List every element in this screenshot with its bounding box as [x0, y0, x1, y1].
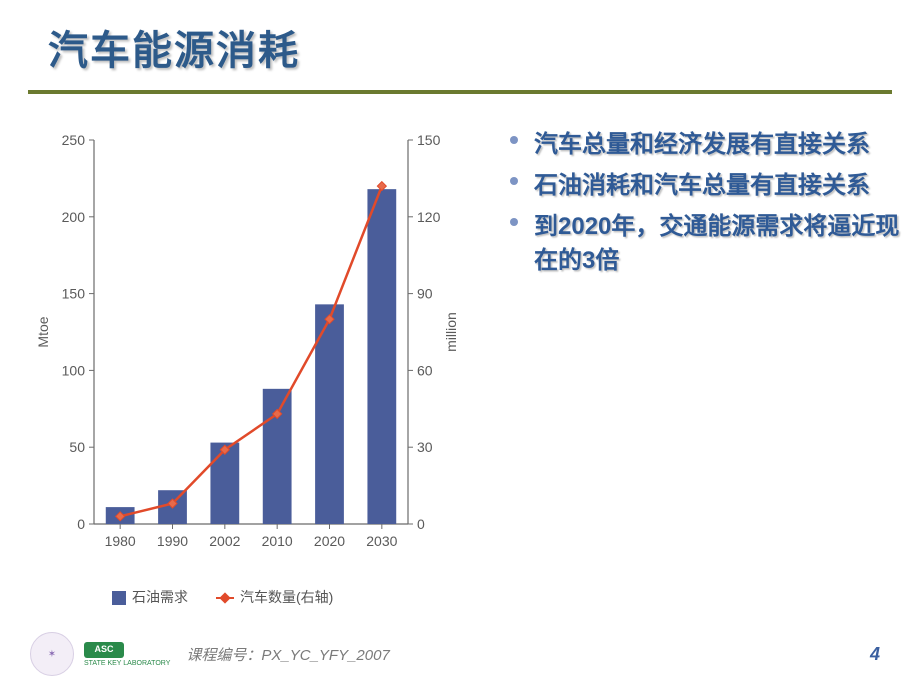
- chart-legend: 石油需求 汽车数量(右轴): [30, 569, 490, 607]
- svg-text:0: 0: [77, 516, 85, 532]
- bullet-dot-icon: [510, 136, 518, 144]
- bullet-dot-icon: [510, 177, 518, 185]
- svg-text:90: 90: [417, 286, 433, 302]
- svg-text:1990: 1990: [157, 533, 188, 549]
- svg-text:100: 100: [62, 362, 86, 378]
- bullet-dot-icon: [510, 218, 518, 226]
- course-code: 课程编号：PX_YC_YFY_2007: [186, 644, 389, 665]
- svg-text:120: 120: [417, 209, 441, 225]
- bullet-item: 到2020年，交通能源需求将逼近现在的3倍: [506, 210, 900, 280]
- bullet-text: 石油消耗和汽车总量有直接关系: [534, 172, 870, 199]
- bullet-text: 汽车总量和经济发展有直接关系: [534, 131, 870, 158]
- slide-title: 汽车能源消耗: [0, 0, 920, 84]
- legend-item: 汽车数量(右轴): [216, 587, 333, 607]
- svg-text:2020: 2020: [314, 533, 345, 549]
- content-row: 0 50 100 150 200 250 Mtoe 0 30 60 90 120 150 million 1…: [0, 94, 920, 607]
- svg-text:60: 60: [417, 362, 433, 378]
- bullet-item: 汽车总量和经济发展有直接关系: [506, 128, 900, 163]
- legend-line-swatch-icon: [216, 597, 234, 599]
- lab-logo-icon: ASC STATE KEY LABORATORY: [84, 642, 170, 667]
- university-logo-icon: ✶: [30, 632, 74, 676]
- footer-logos: ✶ ASC STATE KEY LABORATORY: [30, 632, 170, 676]
- svg-text:1980: 1980: [105, 533, 136, 549]
- slide-title-text: 汽车能源消耗: [48, 29, 300, 73]
- legend-item: 石油需求: [112, 587, 188, 607]
- svg-text:30: 30: [417, 439, 433, 455]
- bullet-text: 到2020年，交通能源需求将逼近现在的3倍: [534, 213, 899, 275]
- page-number: 4: [870, 644, 880, 665]
- legend-bar-swatch-icon: [112, 591, 126, 605]
- svg-text:0: 0: [417, 516, 425, 532]
- svg-text:million: million: [443, 312, 459, 352]
- svg-text:2030: 2030: [366, 533, 397, 549]
- svg-text:50: 50: [69, 439, 85, 455]
- svg-text:2002: 2002: [209, 533, 240, 549]
- svg-text:Mtoe: Mtoe: [35, 316, 51, 347]
- legend-label: 汽车数量(右轴): [240, 589, 333, 605]
- bullet-item: 石油消耗和汽车总量有直接关系: [506, 169, 900, 204]
- svg-text:2010: 2010: [262, 533, 293, 549]
- energy-chart: 0 50 100 150 200 250 Mtoe 0 30 60 90 120 150 million 1…: [30, 124, 470, 564]
- svg-text:200: 200: [62, 209, 86, 225]
- bullet-list: 汽车总量和经济发展有直接关系石油消耗和汽车总量有直接关系到2020年，交通能源需…: [506, 124, 900, 607]
- svg-text:150: 150: [62, 286, 86, 302]
- legend-label: 石油需求: [132, 589, 188, 605]
- chart-container: 0 50 100 150 200 250 Mtoe 0 30 60 90 120 150 million 1…: [30, 124, 490, 607]
- svg-text:150: 150: [417, 132, 441, 148]
- slide-footer: ✶ ASC STATE KEY LABORATORY 课程编号：PX_YC_YF…: [0, 632, 920, 676]
- svg-text:250: 250: [62, 132, 86, 148]
